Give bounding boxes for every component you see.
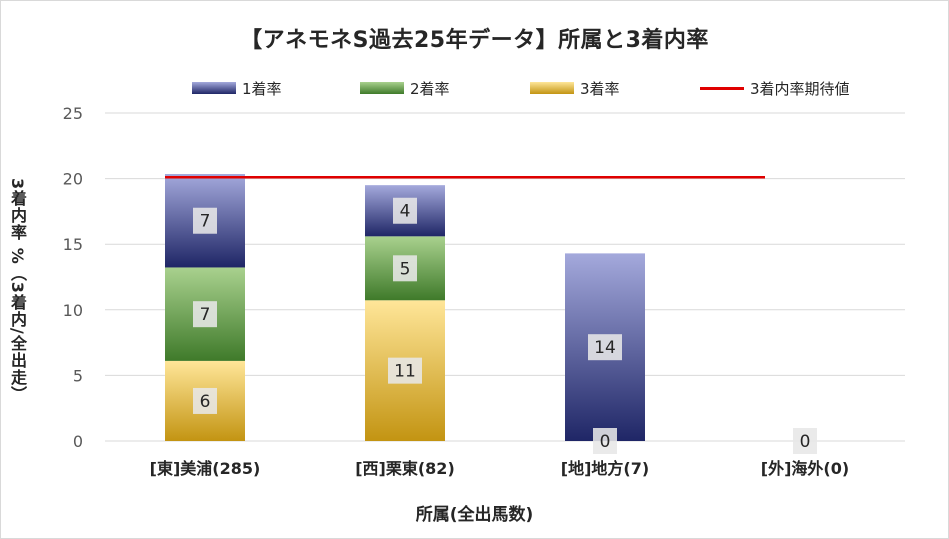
data-label: 11: [394, 362, 416, 382]
legend: 1着率 2着率 3着率 3着内率期待値: [0, 76, 949, 100]
legend-label-1st: 1着率: [242, 79, 282, 98]
legend-label-expected: 3着内率期待値: [750, 79, 850, 98]
x-tick-label: [西]栗東(82): [355, 459, 455, 478]
data-label: 14: [594, 338, 616, 358]
data-label-box: [593, 428, 617, 454]
data-label-box: [193, 207, 217, 234]
legend-item-expected: 3着内率期待値: [700, 76, 850, 100]
legend-item-3rd: 3着率: [530, 76, 620, 100]
y-axis-title: 3着内率 %（3着内/全出走）: [8, 177, 27, 403]
y-tick-label: 20: [63, 170, 83, 189]
x-tick-label: [外]海外(0): [761, 459, 849, 478]
data-label-box: [393, 197, 417, 224]
data-label: 6: [200, 392, 211, 412]
y-tick-label: 0: [73, 432, 83, 451]
legend-swatch-expected: [700, 86, 744, 90]
data-label-box: [193, 387, 217, 414]
legend-swatch-3rd: [530, 82, 574, 94]
y-tick-label: 5: [73, 366, 83, 385]
data-label: 7: [200, 212, 211, 232]
data-label-box: [388, 357, 422, 384]
y-tick-label: 25: [63, 104, 83, 123]
data-label: 0: [600, 432, 611, 452]
x-tick-label: [地]地方(7): [561, 459, 649, 478]
legend-swatch-1st: [192, 82, 236, 94]
data-label-box: [193, 301, 217, 328]
data-label: 7: [200, 305, 211, 325]
legend-item-2nd: 2着率: [360, 76, 450, 100]
legend-label-3rd: 3着率: [580, 79, 620, 98]
data-label-box: [588, 334, 622, 361]
legend-label-2nd: 2着率: [410, 79, 450, 98]
data-label: 4: [400, 202, 411, 222]
data-label: 0: [800, 432, 811, 452]
legend-swatch-2nd: [360, 82, 404, 94]
y-tick-label: 10: [63, 301, 83, 320]
data-label: 5: [400, 259, 411, 279]
data-label-box: [793, 428, 817, 454]
x-axis-title: 所属(全出馬数): [415, 505, 534, 525]
chart-title: 【アネモネS過去25年データ】所属と3着内率: [240, 28, 709, 53]
data-label-box: [393, 255, 417, 282]
legend-item-1st: 1着率: [192, 76, 282, 100]
x-tick-label: [東]美浦(285): [150, 459, 261, 478]
y-tick-label: 15: [63, 235, 83, 254]
